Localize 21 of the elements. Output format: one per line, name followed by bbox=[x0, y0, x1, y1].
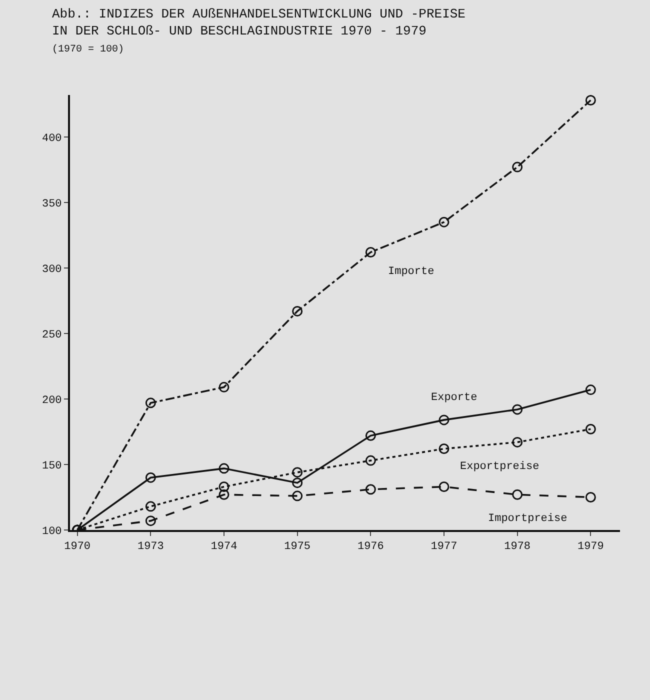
series-label: Exporte bbox=[431, 392, 478, 404]
y-tick-label: 250 bbox=[42, 329, 62, 342]
y-tick-label: 150 bbox=[42, 460, 62, 472]
chart-subtitle: (1970 = 100) bbox=[52, 43, 124, 56]
x-tick-label: 1974 bbox=[210, 541, 238, 554]
x-tick-label: 1979 bbox=[577, 541, 604, 554]
x-tick-label: 1976 bbox=[357, 541, 384, 554]
series-label: Exportpreise bbox=[460, 461, 540, 473]
x-tick-label: 1970 bbox=[64, 541, 91, 554]
y-tick-label: 200 bbox=[42, 394, 62, 407]
chart-title: Abb.: INDIZES DER AUßENHANDELSENTWICKLUNG UND -PREISE IN DER SCHLOß- UND BESCHLAGINDUSTRIE 1970 - 1979 bbox=[52, 6, 466, 38]
series-label: Importpreise bbox=[488, 513, 568, 525]
y-tick-label: 300 bbox=[42, 264, 62, 276]
series-label: Importe bbox=[388, 266, 434, 278]
x-tick-label: 1973 bbox=[137, 541, 164, 554]
x-tick-label: 1977 bbox=[430, 541, 458, 554]
x-tick-label: 1975 bbox=[284, 541, 311, 554]
x-tick-label: 1978 bbox=[504, 541, 531, 554]
y-tick-label: 100 bbox=[42, 526, 62, 538]
y-tick-label: 400 bbox=[42, 132, 62, 145]
y-tick-label: 350 bbox=[42, 198, 62, 210]
